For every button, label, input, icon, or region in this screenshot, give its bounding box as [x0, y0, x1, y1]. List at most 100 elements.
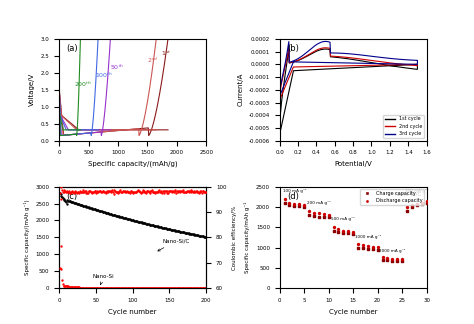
Point	[149, 286, 157, 291]
Point	[132, 286, 139, 291]
Point	[153, 286, 161, 291]
Point	[122, 189, 130, 194]
Point	[197, 189, 205, 194]
Point	[198, 190, 206, 195]
Point	[113, 189, 120, 194]
Point	[151, 223, 158, 228]
Charge capacity	[295, 204, 303, 209]
Discharge capacity	[359, 243, 367, 248]
Point	[115, 189, 123, 194]
Y-axis label: Coulombic efficiency/%: Coulombic efficiency/%	[232, 205, 237, 270]
Point	[197, 286, 205, 291]
Point	[161, 226, 169, 231]
Point	[81, 188, 89, 193]
Point	[150, 223, 158, 228]
Point	[100, 190, 108, 195]
Point	[192, 232, 200, 237]
Point	[94, 208, 102, 213]
Text: 200 mA g⁻¹: 200 mA g⁻¹	[307, 201, 331, 205]
Point	[105, 189, 112, 194]
Point	[135, 189, 142, 194]
Point	[114, 286, 122, 291]
Text: 1$^{st}$: 1$^{st}$	[161, 49, 171, 58]
Point	[174, 190, 182, 195]
Point	[68, 199, 75, 204]
Point	[168, 227, 175, 232]
Point	[137, 191, 145, 196]
Discharge capacity	[408, 202, 416, 207]
Point	[174, 228, 182, 234]
Point	[134, 219, 142, 224]
Point	[173, 228, 181, 234]
Point	[120, 286, 128, 291]
Charge capacity	[305, 213, 313, 218]
Point	[129, 286, 137, 291]
Point	[177, 188, 184, 193]
Point	[73, 190, 81, 195]
Point	[185, 188, 192, 193]
Point	[157, 225, 165, 230]
Point	[189, 286, 197, 291]
Point	[156, 225, 164, 230]
Point	[184, 286, 191, 291]
Point	[119, 188, 127, 193]
Point	[171, 286, 178, 291]
Discharge capacity	[364, 243, 372, 249]
Point	[113, 286, 120, 291]
Point	[193, 286, 201, 291]
Point	[157, 189, 165, 194]
Text: 2$^{nd}$: 2$^{nd}$	[147, 55, 159, 65]
Point	[60, 189, 67, 194]
Point	[82, 285, 90, 290]
Point	[200, 190, 208, 195]
Point	[113, 213, 120, 218]
Y-axis label: Specific capacity/mAh g⁻¹: Specific capacity/mAh g⁻¹	[245, 202, 250, 273]
Point	[126, 217, 134, 222]
Point	[157, 286, 164, 291]
Point	[193, 189, 201, 194]
Point	[193, 233, 201, 238]
Point	[175, 188, 183, 193]
Text: 100 mA g⁻¹: 100 mA g⁻¹	[405, 189, 428, 193]
Point	[93, 189, 100, 194]
Point	[179, 229, 186, 235]
Point	[183, 230, 191, 236]
Y-axis label: Specific capacity/(mAh g⁻¹): Specific capacity/(mAh g⁻¹)	[24, 200, 30, 275]
Point	[85, 189, 92, 194]
Point	[86, 285, 94, 291]
Point	[129, 189, 137, 194]
Point	[97, 209, 105, 214]
Point	[106, 286, 114, 291]
Point	[82, 204, 90, 209]
Point	[105, 286, 112, 291]
Point	[152, 286, 159, 291]
Point	[178, 229, 186, 235]
Point	[121, 190, 128, 195]
Discharge capacity	[383, 255, 391, 260]
Point	[66, 190, 74, 195]
Point	[186, 231, 194, 236]
Point	[190, 286, 198, 291]
Point	[155, 286, 163, 291]
Point	[75, 202, 83, 207]
Point	[118, 215, 126, 220]
Point	[164, 190, 172, 195]
Point	[119, 286, 127, 291]
Point	[110, 286, 118, 291]
Point	[98, 285, 106, 291]
Point	[178, 188, 186, 193]
Point	[138, 286, 146, 291]
Point	[76, 285, 83, 290]
Point	[87, 189, 95, 194]
Point	[61, 283, 68, 288]
Point	[199, 189, 206, 194]
Point	[120, 215, 128, 220]
Point	[138, 220, 146, 225]
Point	[162, 189, 170, 194]
Point	[69, 189, 76, 194]
Point	[108, 286, 115, 291]
Point	[151, 190, 158, 195]
Point	[149, 223, 157, 228]
Point	[141, 189, 149, 194]
Point	[58, 267, 65, 272]
